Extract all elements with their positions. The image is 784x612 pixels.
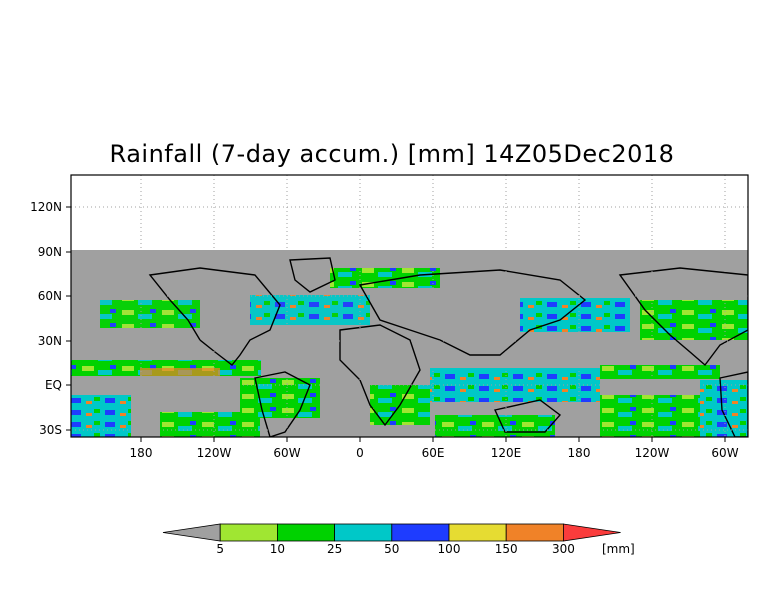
coast-eurasia bbox=[358, 269, 587, 356]
legend-swatch bbox=[448, 523, 507, 542]
rain-indian-ocean-south bbox=[435, 415, 555, 437]
rain-north-atlantic bbox=[250, 295, 370, 325]
rainfall-areas bbox=[71, 268, 748, 437]
rain-south-america-east bbox=[700, 380, 748, 437]
coast-africa bbox=[339, 324, 421, 427]
lon-label: 60W bbox=[711, 446, 738, 460]
rain-south-pacific-west bbox=[71, 395, 131, 437]
lon-label: 180 bbox=[568, 446, 591, 460]
map-plot-area: 120N 90N 60N 30N EQ 30S 180 120W 60W 0 6… bbox=[30, 174, 749, 460]
legend-swatch bbox=[391, 523, 450, 542]
lon-label: 60E bbox=[422, 446, 445, 460]
longitude-labels: 180 120W 60W 0 60E 120E 180 120W 60W bbox=[130, 446, 739, 460]
grid-lines bbox=[71, 175, 748, 437]
lon-label: 0 bbox=[356, 446, 364, 460]
legend-swatch bbox=[162, 523, 221, 542]
lon-label: 120W bbox=[197, 446, 232, 460]
plot-frame bbox=[70, 174, 749, 438]
legend-label: 50 bbox=[384, 542, 399, 556]
rain-north-pacific-east bbox=[520, 298, 630, 332]
coast-north-america-repeat bbox=[618, 267, 748, 367]
legend-unit: [mm] bbox=[602, 542, 635, 556]
legend-label: 25 bbox=[327, 542, 342, 556]
coast-south-america bbox=[254, 371, 311, 437]
legend-label: 5 bbox=[216, 542, 224, 556]
rain-arctic-europe bbox=[330, 268, 440, 288]
lat-label: 120N bbox=[30, 200, 62, 214]
lon-label: 120W bbox=[635, 446, 670, 460]
rain-north-pacific bbox=[100, 300, 200, 328]
legend-label: 150 bbox=[495, 542, 518, 556]
coast-south-america-repeat bbox=[719, 371, 748, 437]
legend-swatch bbox=[563, 523, 621, 542]
map-title: Rainfall (7-day accum.) [mm] 14Z05Dec201… bbox=[109, 140, 675, 168]
legend-swatch bbox=[276, 523, 335, 542]
legend-label: 10 bbox=[270, 542, 285, 556]
latitude-labels: 120N 90N 60N 30N EQ 30S bbox=[30, 200, 62, 437]
coast-australia bbox=[494, 399, 562, 433]
tick-marks bbox=[66, 206, 726, 442]
legend-swatch bbox=[219, 523, 278, 542]
rain-south-pacific-east bbox=[160, 412, 260, 437]
lat-label: 30S bbox=[39, 423, 62, 437]
coastlines bbox=[148, 257, 748, 437]
legend-label: 300 bbox=[552, 542, 575, 556]
lon-label: 120E bbox=[491, 446, 522, 460]
lat-label: EQ bbox=[45, 378, 62, 392]
color-bar-legend: 5 10 25 50 100 150 300 bbox=[162, 523, 621, 556]
lon-label: 60W bbox=[273, 446, 300, 460]
legend-label: 100 bbox=[438, 542, 461, 556]
coast-greenland bbox=[289, 257, 336, 293]
rain-itcz-west-pacific bbox=[600, 365, 720, 379]
legend-swatch bbox=[505, 523, 564, 542]
rain-north-america-east bbox=[640, 300, 748, 340]
lat-label: 60N bbox=[38, 289, 62, 303]
coast-north-america bbox=[148, 267, 281, 366]
lon-label: 180 bbox=[130, 446, 153, 460]
rain-itcz-heavy bbox=[140, 368, 220, 376]
legend-swatch bbox=[334, 523, 393, 542]
lat-label: 90N bbox=[38, 245, 62, 259]
lat-label: 30N bbox=[38, 334, 62, 348]
